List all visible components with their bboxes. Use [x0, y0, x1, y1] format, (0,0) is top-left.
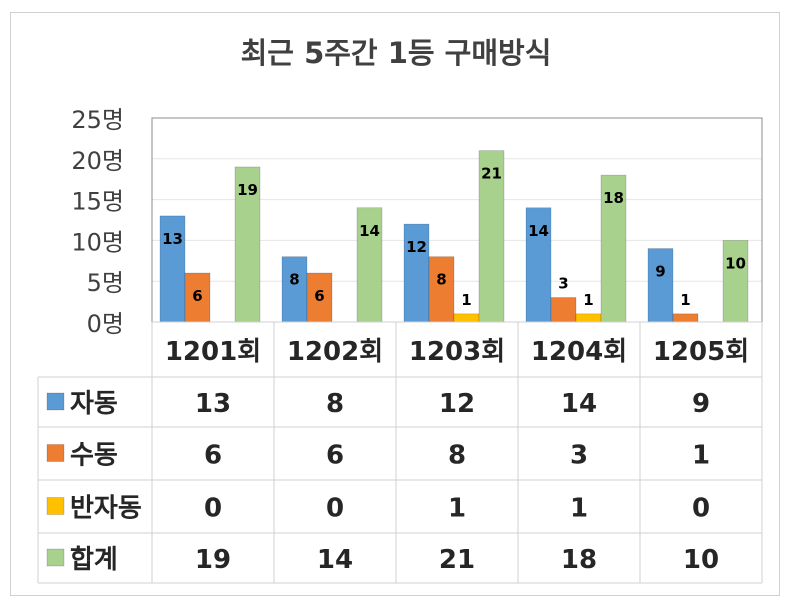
data-label: 8 — [289, 271, 299, 289]
table-value: 1 — [570, 494, 588, 524]
data-label: 6 — [314, 287, 324, 305]
table-value: 8 — [448, 441, 466, 471]
data-label: 1 — [680, 291, 690, 309]
bar — [478, 150, 505, 323]
x-tick-label: 1204회 — [531, 337, 627, 367]
data-label: 10 — [725, 254, 746, 272]
data-label: 14 — [359, 222, 380, 240]
data-label: 3 — [558, 275, 568, 293]
y-tick-label: 25명 — [71, 106, 124, 134]
bar — [428, 256, 455, 323]
bar — [306, 272, 333, 323]
table-value: 6 — [326, 441, 344, 471]
data-label: 19 — [237, 181, 258, 199]
table-value: 9 — [692, 389, 710, 419]
table-value: 14 — [561, 389, 597, 419]
table-value: 19 — [195, 545, 231, 575]
bar — [647, 248, 674, 323]
bar — [672, 313, 699, 323]
bar — [184, 272, 211, 323]
legend-label: 반자동 — [70, 494, 142, 524]
table-value: 6 — [204, 441, 222, 471]
table-value: 1 — [448, 494, 466, 524]
data-label: 14 — [528, 222, 549, 240]
bar — [600, 174, 627, 323]
legend-swatch — [46, 497, 65, 515]
table-value: 12 — [439, 389, 475, 419]
bar — [525, 207, 552, 323]
bar — [722, 240, 749, 323]
data-label: 13 — [162, 230, 183, 248]
data-label: 1 — [583, 291, 593, 309]
table-value: 14 — [317, 545, 353, 575]
x-tick-label: 1202회 — [287, 337, 383, 367]
x-tick-label: 1205회 — [653, 337, 749, 367]
table-value: 0 — [204, 494, 222, 524]
table-value: 3 — [570, 441, 588, 471]
table-value: 1 — [692, 441, 710, 471]
legend-swatch — [46, 392, 65, 411]
data-label: 6 — [192, 287, 202, 305]
legend-label: 수동 — [70, 441, 118, 471]
y-tick-label: 20명 — [71, 147, 124, 175]
legend-swatch — [46, 548, 65, 567]
y-tick-label: 0명 — [87, 310, 124, 338]
chart-title: 최근 5주간 1등 구매방식 — [240, 36, 552, 70]
table-value: 0 — [326, 494, 344, 524]
data-label: 12 — [406, 238, 427, 256]
bar — [356, 207, 383, 323]
table-value: 21 — [439, 545, 475, 575]
table-value: 0 — [692, 494, 710, 524]
data-label: 21 — [481, 165, 502, 183]
legend-label: 자동 — [70, 389, 118, 419]
table-value: 8 — [326, 389, 344, 419]
bar — [281, 256, 308, 323]
bar — [575, 313, 602, 323]
chart-frame — [10, 12, 780, 596]
data-label: 18 — [603, 189, 624, 207]
y-tick-label: 15명 — [71, 188, 124, 216]
table-value: 13 — [195, 389, 231, 419]
bar — [453, 313, 480, 323]
data-label: 8 — [436, 271, 446, 289]
x-tick-label: 1203회 — [409, 337, 505, 367]
y-tick-label: 10명 — [71, 228, 124, 256]
y-tick-label: 5명 — [87, 269, 124, 297]
bar — [234, 166, 261, 323]
legend-swatch — [46, 444, 65, 462]
bar — [403, 223, 430, 323]
bar — [550, 297, 577, 323]
table-value: 18 — [561, 545, 597, 575]
x-tick-label: 1201회 — [165, 337, 261, 367]
legend-label: 합계 — [70, 545, 118, 575]
data-label: 1 — [461, 291, 471, 309]
table-value: 10 — [683, 545, 719, 575]
data-label: 9 — [655, 263, 665, 281]
